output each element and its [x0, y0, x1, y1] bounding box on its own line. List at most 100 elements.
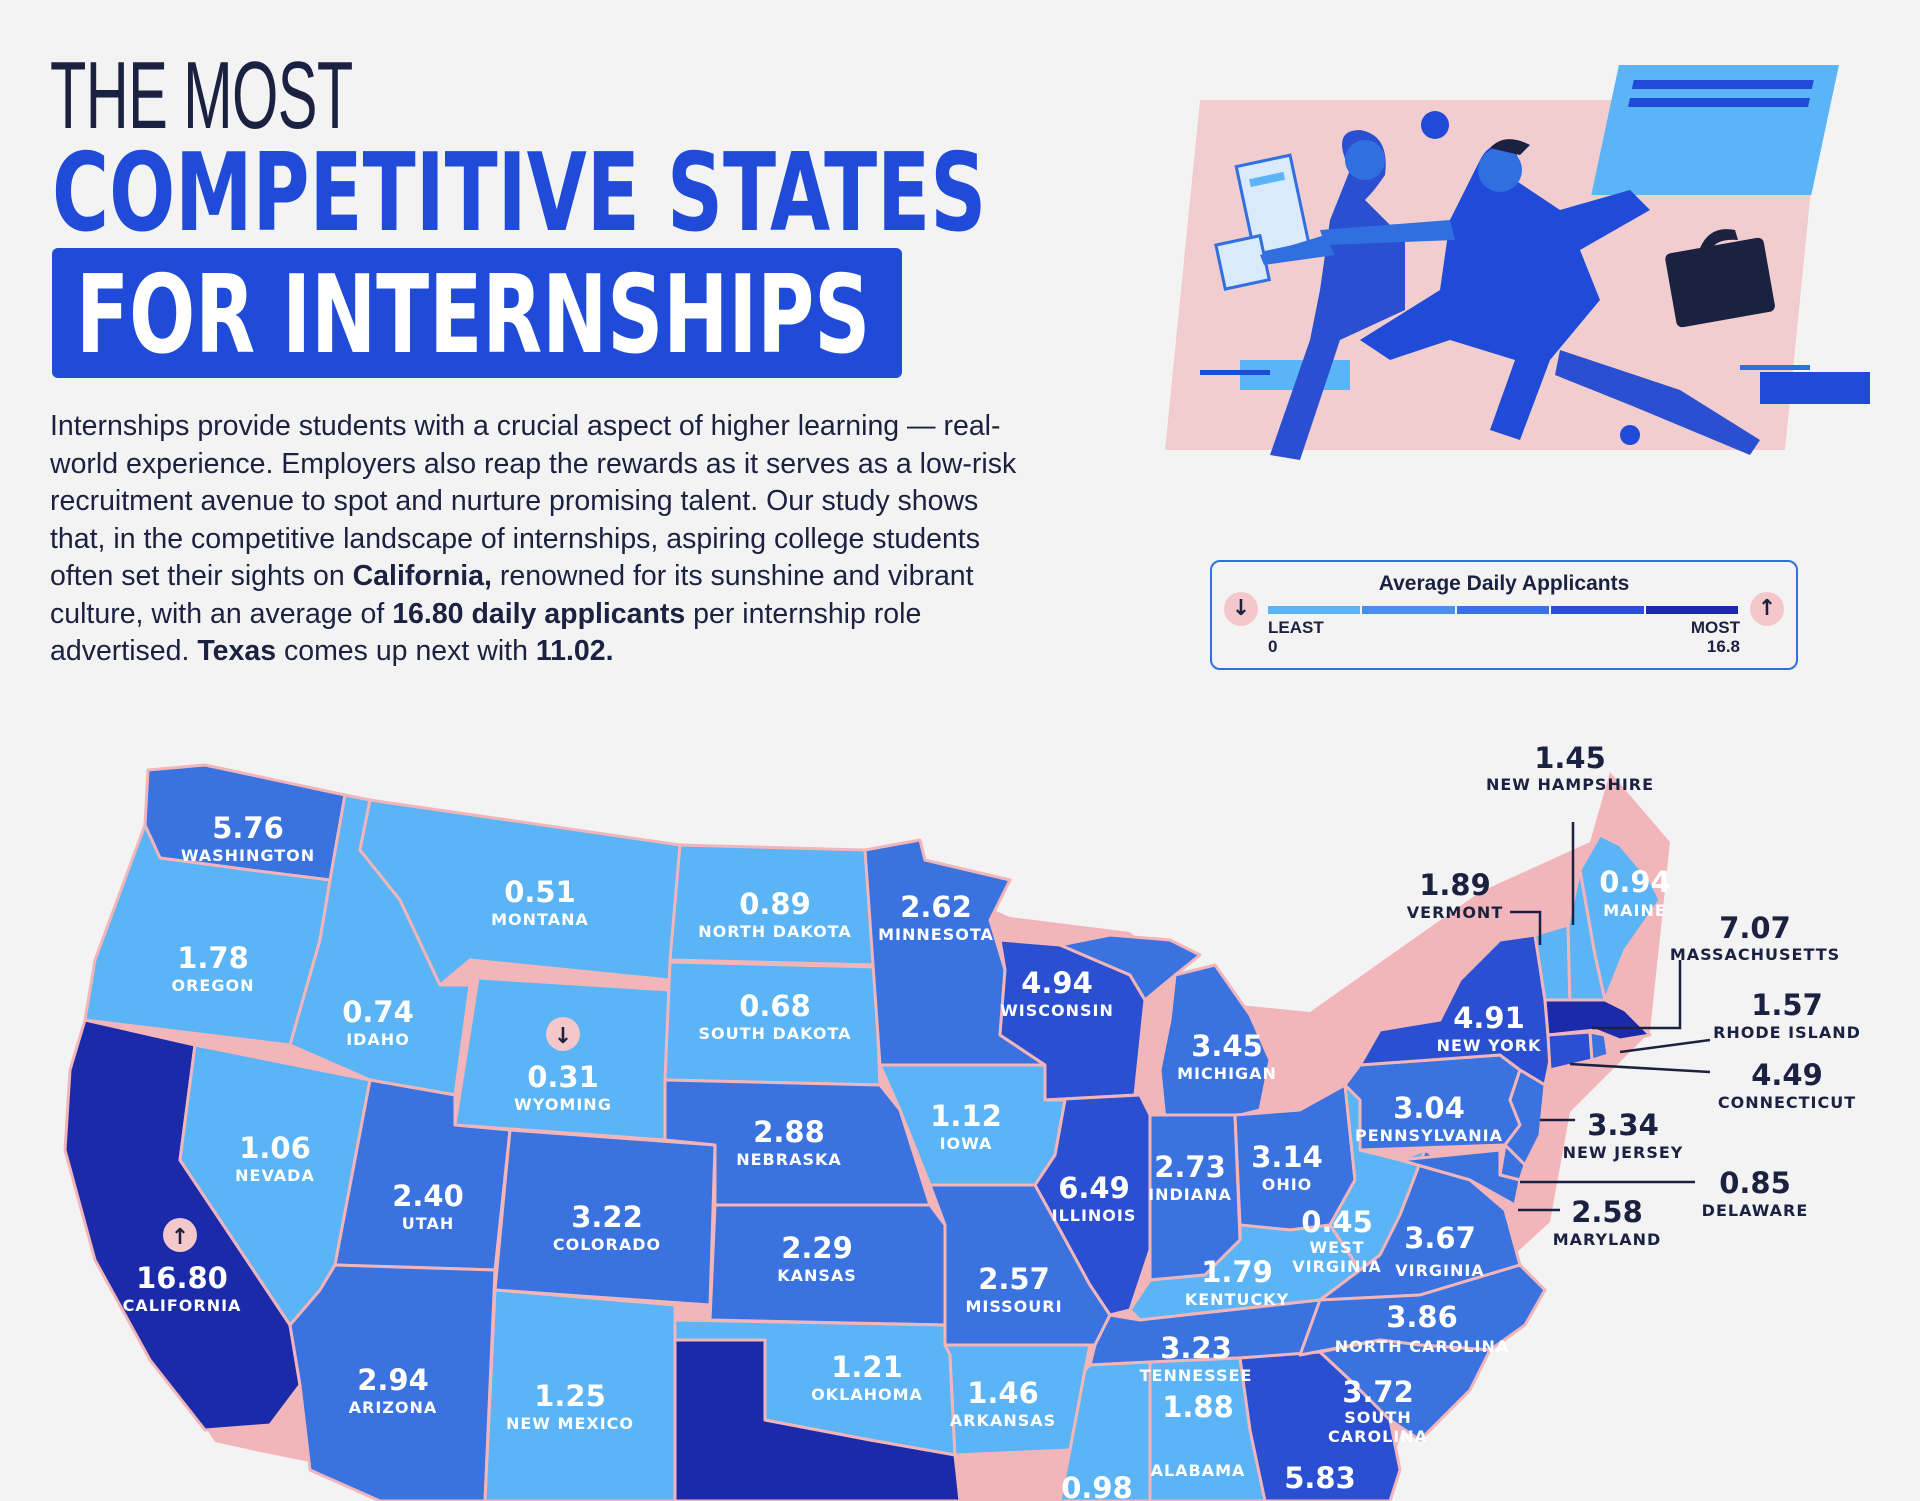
state-kansas	[708, 1203, 947, 1327]
leader-lines	[1510, 822, 1711, 1212]
nevada-name: NEVADA	[235, 1166, 315, 1185]
missouri-name: MISSOURI	[965, 1297, 1062, 1316]
nebraska-value: 2.88	[753, 1115, 825, 1149]
new-mexico-name: NEW MEXICO	[506, 1414, 634, 1433]
legend-swatch	[1645, 606, 1739, 614]
legend-least-value: 0	[1268, 637, 1278, 656]
oklahoma-name: OKLAHOMA	[811, 1385, 923, 1404]
external-state-labels: 1.45 NEW HAMPSHIRE 1.89 VERMONT 7.07 MAS…	[1407, 741, 1861, 1249]
state-wyoming	[453, 976, 672, 1142]
washington-name: WASHINGTON	[181, 846, 315, 865]
up-arrow-icon: ↑	[1750, 592, 1784, 626]
state-maryland	[1398, 1148, 1522, 1207]
arizona-name: ARIZONA	[349, 1398, 438, 1417]
wisconsin-name: WISCONSIN	[1000, 1001, 1114, 1020]
least-marker-circle	[546, 1017, 580, 1051]
alabama-value: 1.88	[1162, 1390, 1234, 1424]
new-york-name: NEW YORK	[1437, 1036, 1542, 1055]
title-highlight-box	[52, 248, 902, 378]
maine-value: 0.94	[1599, 865, 1671, 899]
legend-title: Average Daily Applicants	[1378, 572, 1630, 595]
state-labels: 5.76 WASHINGTON 1.78 OREGON 16.80 CALIFO…	[123, 811, 1671, 1501]
title-line-3: FOR INTERNSHIPS	[76, 253, 871, 378]
legend-swatch	[1456, 606, 1550, 614]
colorado-name: COLORADO	[553, 1235, 661, 1254]
new-york-value: 4.91	[1453, 1001, 1525, 1035]
state-michigan-upper	[1058, 933, 1202, 1002]
virginia-name: VIRGINIA	[1395, 1261, 1484, 1280]
title-line-1: THE MOST	[50, 42, 353, 149]
delaware-name: DELAWARE	[1702, 1201, 1809, 1220]
kansas-name: KANSAS	[777, 1266, 857, 1285]
south-carolina-name-2: CAROLINA	[1328, 1427, 1428, 1446]
pennsylvania-value: 3.04	[1393, 1091, 1465, 1125]
west-virginia-name-2: VIRGINIA	[1292, 1257, 1381, 1276]
delaware-value: 0.85	[1719, 1166, 1791, 1200]
idaho-value: 0.74	[342, 995, 414, 1029]
intro-bold-california: California,	[352, 560, 492, 592]
vermont-name: VERMONT	[1407, 903, 1503, 922]
maine-name: MAINE	[1603, 901, 1667, 920]
mississippi-value: 0.98	[1061, 1471, 1133, 1501]
south-dakota-value: 0.68	[739, 989, 811, 1023]
legend-least-label: LEAST	[1268, 618, 1324, 637]
north-dakota-value: 0.89	[739, 887, 811, 921]
new-mexico-value: 1.25	[534, 1379, 606, 1413]
california-value: 16.80	[136, 1261, 228, 1295]
illinois-value: 6.49	[1058, 1171, 1130, 1205]
michigan-name: MICHIGAN	[1177, 1064, 1277, 1083]
nebraska-name: NEBRASKA	[736, 1150, 842, 1169]
intro-text-4: comes up next with	[276, 635, 536, 667]
ohio-name: OHIO	[1262, 1175, 1313, 1194]
vermont-value: 1.89	[1419, 868, 1491, 902]
legend-color-scale	[1268, 606, 1739, 614]
ohio-value: 3.14	[1251, 1140, 1323, 1174]
michigan-value: 3.45	[1191, 1029, 1263, 1063]
west-virginia-value: 0.45	[1301, 1205, 1373, 1239]
state-illinois	[1033, 1093, 1152, 1317]
intro-text-1: Internships provide students with a cruc…	[50, 410, 1017, 592]
intro-paragraph: Internships provide students with a cruc…	[50, 408, 1040, 671]
oklahoma-value: 1.21	[831, 1350, 903, 1384]
new-hampshire-value: 1.45	[1534, 741, 1606, 775]
california-name: CALIFORNIA	[123, 1296, 242, 1315]
most-marker-circle	[163, 1218, 197, 1252]
oregon-value: 1.78	[177, 941, 249, 975]
illinois-name: ILLINOIS	[1052, 1206, 1137, 1225]
legend-most-value: 16.8	[1706, 637, 1740, 656]
alabama-name: ALABAMA	[1151, 1461, 1246, 1480]
oregon-name: OREGON	[172, 976, 255, 995]
state-texas	[673, 1338, 962, 1501]
pennsylvania-name: PENNSYLVANIA	[1355, 1126, 1503, 1145]
iowa-name: IOWA	[940, 1134, 993, 1153]
south-carolina-value: 3.72	[1342, 1375, 1414, 1409]
idaho-name: IDAHO	[346, 1030, 410, 1049]
missouri-value: 2.57	[978, 1262, 1050, 1296]
nevada-value: 1.06	[239, 1131, 311, 1165]
maryland-value: 2.58	[1571, 1195, 1643, 1229]
tennessee-value: 3.23	[1160, 1331, 1232, 1365]
kansas-value: 2.29	[781, 1231, 853, 1265]
rhode-island-value: 1.57	[1751, 988, 1823, 1022]
intro-bold-applicants: 16.80 daily applicants	[392, 597, 686, 630]
arkansas-value: 1.46	[967, 1376, 1039, 1410]
wisconsin-value: 4.94	[1021, 966, 1093, 1000]
legend-swatch	[1551, 606, 1644, 614]
massachusetts-value: 7.07	[1719, 911, 1791, 945]
new-jersey-name: NEW JERSEY	[1563, 1143, 1684, 1162]
utah-value: 2.40	[392, 1179, 464, 1213]
utah-name: UTAH	[402, 1214, 454, 1233]
title-line-2: COMPETITIVE STATES	[52, 131, 987, 256]
down-arrow-icon: ↓	[1224, 592, 1258, 626]
intro-text-2: renowned for its sunshine and vibrant cu…	[50, 560, 974, 630]
wyoming-value: 0.31	[527, 1060, 599, 1094]
indiana-name: INDIANA	[1148, 1185, 1232, 1204]
montana-name: MONTANA	[491, 910, 589, 929]
massachusetts-name: MASSACHUSETTS	[1670, 945, 1840, 964]
colorado-value: 3.22	[571, 1200, 643, 1234]
state-maine	[1578, 833, 1662, 1002]
arkansas-name: ARKANSAS	[950, 1411, 1056, 1430]
rhode-island-name: RHODE ISLAND	[1713, 1023, 1861, 1042]
us-states-map: ↓ ↑ 5.76 WASHINGTON 1.78 OREGON 16.80 CA…	[63, 741, 1861, 1501]
indiana-value: 2.73	[1154, 1150, 1226, 1184]
